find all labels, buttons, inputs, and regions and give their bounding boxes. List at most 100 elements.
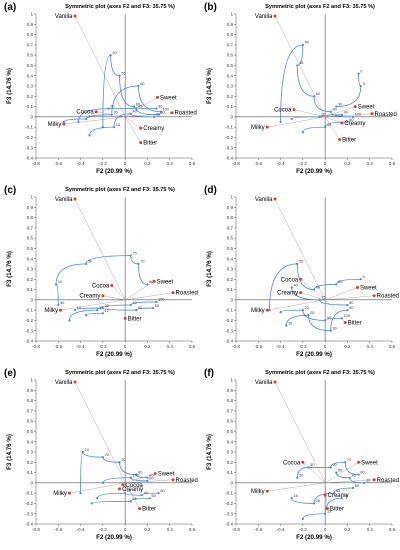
x-axis-label: F2 (20.99 %) — [296, 534, 332, 541]
attribute-point — [73, 380, 77, 384]
y-axis-label: F3 (14.76 %) — [6, 434, 13, 470]
attribute-point — [171, 291, 175, 295]
trajectory-point-label: 75 — [321, 296, 325, 300]
attribute-vector — [125, 479, 174, 484]
trajectory-point-label: 30 — [333, 327, 337, 331]
y-tick-label: 0.6 — [27, 53, 34, 58]
chart-panel: (e) Symmetric plot (axes F2 and F3: 35.75… — [0, 366, 200, 549]
trajectory-point — [140, 494, 143, 497]
trajectory-point-label: 100 — [163, 108, 169, 112]
attribute-point — [73, 14, 77, 18]
y-tick-label: -0.3 — [25, 511, 33, 516]
y-axis-label: F3 (14.76 %) — [206, 251, 213, 287]
trajectory-point — [96, 497, 99, 500]
attribute-vector — [325, 287, 358, 301]
y-tick-label: 1 — [230, 378, 233, 383]
symmetric-plot: -0.4 -0.3 -0.2 -0.1 0 0.1 0.2 0.3 0.4 0.5 0.6 0.7 0.… — [6, 12, 197, 175]
y-tick-label: 0.1 — [27, 104, 34, 109]
x-tick-label: -0.4 — [277, 344, 285, 349]
attribute-label: Milky — [48, 122, 62, 128]
trajectory-point — [285, 324, 288, 327]
y-tick-label: -0.4 — [225, 156, 233, 161]
trajectory-point — [357, 473, 360, 476]
y-tick-label: 0.4 — [227, 256, 234, 261]
chart-title: Symmetric plot (axes F2 and F3: 35.75 %) — [265, 4, 375, 10]
y-tick-label: 0.7 — [227, 225, 234, 230]
trajectory-point — [335, 283, 338, 286]
attribute-point — [325, 507, 329, 511]
attribute-point — [343, 320, 347, 324]
trajectory-point-label: 15 — [288, 321, 292, 325]
trajectory-point — [129, 500, 132, 503]
y-tick-label: 0 — [30, 480, 33, 485]
x-tick-label: 0 — [124, 527, 127, 532]
attribute-point — [340, 121, 344, 125]
trajectory-point — [329, 110, 332, 113]
x-tick-label: -0.6 — [54, 527, 62, 532]
chart-panel: (d) -0.4 -0.3 -0.2 -0.1 0 0.1 0.2 0.3 0.4 0.5 0.6 0.… — [200, 183, 400, 366]
trajectory-point — [290, 117, 293, 121]
trajectory-point-label: 20 — [110, 104, 114, 108]
trajectory-point — [318, 115, 321, 118]
attribute-label: Cocoa — [76, 110, 94, 116]
y-tick-label: -0.1 — [225, 491, 233, 496]
trajectory-point-label: 55 — [299, 260, 303, 264]
attribute-label: Vanilla — [55, 197, 73, 203]
y-tick-label: 0.7 — [27, 408, 34, 413]
chart-title: Symmetric plot (axes F2 and F3: 35.75 %) — [65, 187, 175, 193]
attribute-label: Roasted — [377, 478, 399, 484]
attribute-point — [323, 493, 327, 497]
attribute-label: Creamy — [79, 294, 100, 300]
attribute-point — [171, 478, 175, 482]
x-tick-label: -0.4 — [77, 161, 85, 166]
y-tick-label: 1 — [30, 378, 33, 383]
trajectory-point-label: 100 — [344, 314, 350, 318]
symmetric-plot: -0.4 -0.3 -0.2 -0.1 0 0.1 0.2 0.3 0.4 0.5 0.6 0.7 0.… — [6, 378, 198, 541]
x-tick-label: 0 — [324, 527, 327, 532]
attribute-vector — [267, 116, 326, 128]
attribute-point — [273, 197, 277, 201]
attribute-label: Vanilla — [255, 197, 273, 203]
attribute-vector — [69, 482, 126, 494]
attribute-label: Cocoa — [274, 108, 292, 114]
x-tick-label: 0.4 — [167, 344, 174, 349]
x-tick-label: 0.4 — [167, 527, 174, 532]
attribute-label: Milky — [44, 308, 58, 314]
attribute-point — [299, 277, 303, 281]
trajectory-point-label: 25 — [310, 311, 314, 315]
chart-panel: (a) Symmetric plot (axes F2 and F3: 35.75… — [0, 0, 200, 183]
trajectory-point — [118, 461, 121, 464]
trajectory-point-label: 13 — [327, 510, 331, 514]
y-tick-label: 1 — [230, 195, 233, 200]
trajectory-point-label: 20 — [105, 453, 109, 457]
trajectory-point — [62, 120, 65, 124]
attribute-vector — [325, 462, 359, 484]
attribute-vector — [274, 15, 326, 117]
y-tick-label: -0.3 — [25, 145, 33, 150]
trajectory-point-label: 3 — [88, 115, 90, 119]
y-tick-label: -0.4 — [25, 339, 33, 344]
trajectory-point-label: 55 — [121, 72, 125, 76]
attribute-point — [121, 483, 125, 487]
trajectory-point — [146, 283, 149, 286]
trajectory-point — [301, 43, 304, 46]
panel-letter: (e) — [4, 368, 17, 379]
attribute-vector — [274, 381, 326, 483]
attribute-label: Sweet — [160, 95, 177, 101]
y-tick-label: 0.9 — [27, 388, 34, 393]
attribute-vector — [74, 198, 126, 300]
trajectory-line — [85, 312, 103, 316]
attribute-vector — [74, 15, 126, 117]
x-tick-label: -0.2 — [99, 344, 107, 349]
trajectory-point — [357, 72, 360, 75]
trajectory-point — [101, 481, 104, 484]
attribute-label: Cocoa — [281, 277, 299, 283]
y-axis-label: F3 (14.76 %) — [206, 434, 213, 470]
attribute-point — [152, 279, 156, 283]
trajectory-point-label: 60 — [349, 306, 353, 310]
trajectory-point-label: 60 — [151, 494, 155, 498]
trajectory-point-label: 60 — [149, 477, 153, 481]
trajectory-point — [307, 314, 310, 317]
y-tick-label: 0.2 — [27, 460, 34, 465]
trajectory-point-label: 50 — [327, 316, 331, 320]
